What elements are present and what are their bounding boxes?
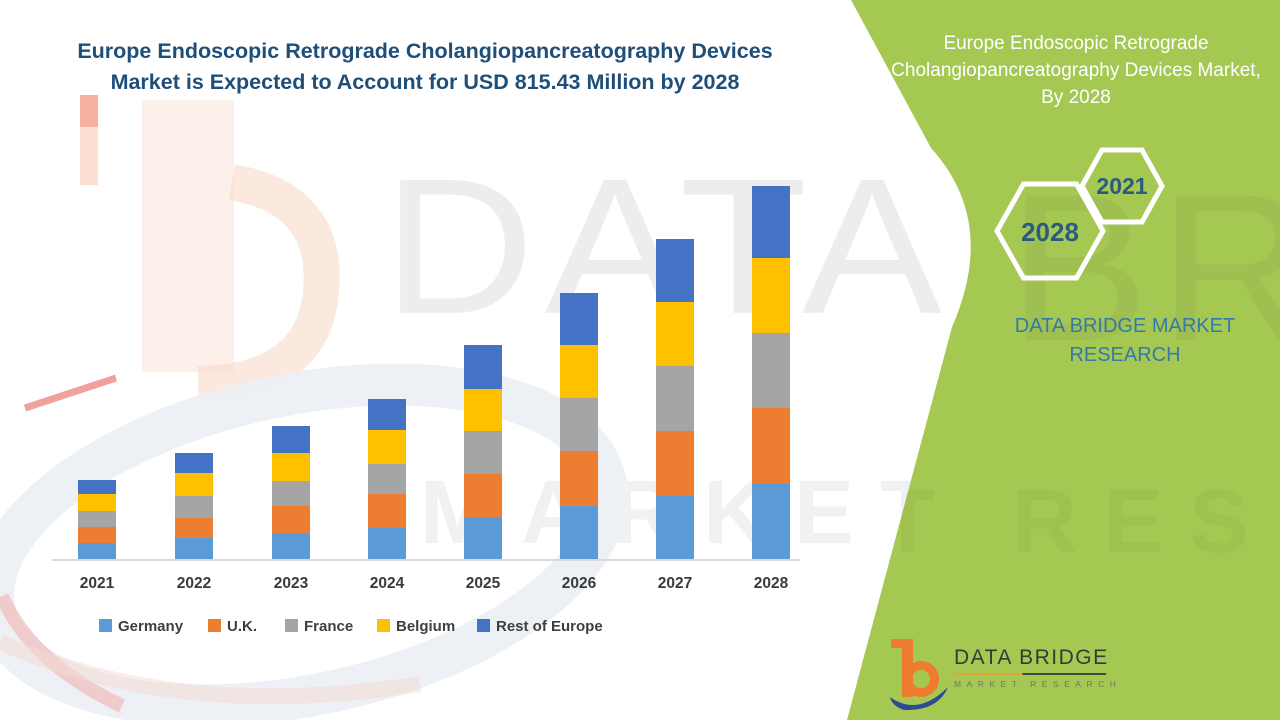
legend-swatch [99, 619, 112, 632]
bar-segment-2021-germany [78, 543, 116, 559]
legend-swatch [285, 619, 298, 632]
bar-segment-2022-germany [175, 537, 213, 559]
legend-swatch [477, 619, 490, 632]
legend-label: France [304, 618, 354, 635]
bar-segment-2025-u-k- [464, 473, 502, 517]
bar-segment-2027-belgium [656, 301, 694, 366]
bar-segment-2023-rest-of-europe [272, 425, 310, 453]
bar-segment-2023-belgium [272, 452, 310, 481]
bar-segment-2021-rest-of-europe [78, 479, 116, 494]
bar-segment-2023-germany [272, 533, 310, 559]
legend-item-germany: Germany [99, 618, 183, 636]
x-axis-label-2026: 2026 [561, 575, 597, 592]
bar-segment-2024-france [368, 463, 406, 495]
bar-segment-2027-germany [656, 495, 694, 559]
company-logo: DATA BRIDGE MARKET RESEARCH [888, 634, 1128, 718]
x-axis-label-2027: 2027 [657, 575, 693, 592]
bar-segment-2021-u-k- [78, 526, 116, 544]
bar-segment-2023-u-k- [272, 505, 310, 534]
hexagon-2021-label: 2021 [1096, 173, 1147, 199]
bar-segment-2028-rest-of-europe [752, 185, 790, 258]
x-axis-label-2024: 2024 [369, 575, 405, 592]
bar-segment-2027-france [656, 365, 694, 431]
bar-segment-2025-germany [464, 516, 502, 559]
legend-label: U.K. [227, 618, 257, 635]
bar-segment-2028-belgium [752, 257, 790, 333]
hexagon-2021-shape [1079, 147, 1165, 225]
side-panel-title: Europe Endoscopic Retrograde Cholangiopa… [891, 33, 1261, 108]
legend-item-u-k-: U.K. [208, 618, 257, 636]
legend-label: Rest of Europe [496, 618, 603, 635]
hexagon-2028-label: 2028 [1021, 217, 1079, 247]
bar-segment-2024-germany [368, 527, 406, 559]
legend-label: Germany [118, 618, 184, 635]
x-axis-label-2021: 2021 [79, 575, 115, 592]
bar-segment-2028-u-k- [752, 407, 790, 484]
chart-title: Europe Endoscopic Retrograde Cholangiopa… [77, 39, 773, 94]
legend-item-belgium: Belgium [377, 618, 455, 636]
x-axis-label-2028: 2028 [753, 575, 789, 592]
logo-watermark [0, 95, 628, 720]
bar-segment-2025-belgium [464, 388, 502, 431]
bar-segment-2028-france [752, 332, 790, 408]
legend-label: Belgium [396, 618, 456, 635]
bar-segment-2026-rest-of-europe [560, 292, 598, 345]
bar-segment-2026-u-k- [560, 451, 598, 506]
bar-segment-2024-belgium [368, 429, 406, 464]
company-logo-icon [890, 639, 948, 711]
company-logo-name: DATA BRIDGE [954, 646, 1109, 669]
bar-segment-2025-france [464, 430, 502, 474]
bar-segment-2022-u-k- [175, 517, 213, 538]
x-axis-label-2022: 2022 [176, 575, 212, 592]
bar-segment-2028-germany [752, 483, 790, 559]
bar-segment-2026-germany [560, 505, 598, 559]
x-axis-label-2023: 2023 [273, 575, 309, 592]
legend-swatch [377, 619, 390, 632]
company-logo-rule [954, 673, 1106, 675]
bar-segment-2025-rest-of-europe [464, 344, 502, 389]
bar-segment-2023-france [272, 480, 310, 506]
hexagon-2028-shape [994, 181, 1106, 281]
legend-item-rest-of-europe: Rest of Europe [477, 618, 603, 636]
plot-area: 2021 2022 2023 2024 2025 2026 2027 2028 Germany U… [52, 185, 800, 636]
legend-swatch [208, 619, 221, 632]
bar-segment-2024-rest-of-europe [368, 398, 406, 430]
bar-segment-2027-u-k- [656, 430, 694, 496]
company-logo-tagline: MARKET RESEARCH [954, 679, 1122, 689]
bar-segment-2026-france [560, 397, 598, 452]
bar-segment-2021-france [78, 510, 116, 527]
x-axis-label-2025: 2025 [465, 575, 501, 592]
bar-segment-2024-u-k- [368, 494, 406, 528]
bar-segment-2026-belgium [560, 344, 598, 398]
bar-segment-2022-rest-of-europe [175, 452, 213, 473]
x-axis-line [52, 559, 800, 561]
bar-segment-2022-belgium [175, 472, 213, 496]
bar-segment-2027-rest-of-europe [656, 238, 694, 302]
legend-item-france: France [285, 618, 353, 636]
bar-segment-2022-france [175, 495, 213, 518]
bar-segment-2021-belgium [78, 493, 116, 511]
side-panel-brand-text: DATA BRIDGE MARKET RESEARCH [1014, 315, 1236, 366]
